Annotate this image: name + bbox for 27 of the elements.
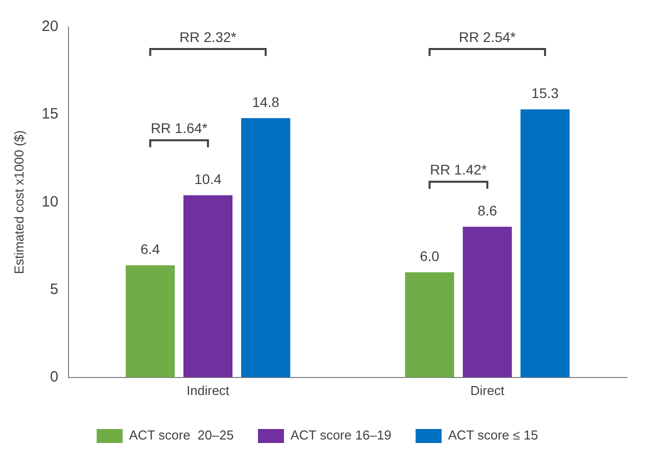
data-label: 8.6 <box>478 202 498 219</box>
data-label: 15.3 <box>531 85 559 102</box>
annotation: RR 2.32* <box>180 28 237 45</box>
annotation: RR 1.64* <box>150 120 208 136</box>
annotation: RR 1.42* <box>430 162 488 178</box>
y-tick-label: 15 <box>42 106 58 123</box>
annotation: RR 2.54* <box>458 28 516 45</box>
y-axis-title: Estimated cost x1000 ($) <box>11 130 26 274</box>
y-tick-label: 10 <box>42 193 58 210</box>
bar <box>462 226 512 378</box>
data-label: 6.4 <box>140 241 160 258</box>
y-tick-label: 20 <box>42 18 58 36</box>
data-label: 10.4 <box>194 171 222 188</box>
legend-label: ACT score 16–19 <box>290 428 392 443</box>
legend-label: ACT score ≤ 15 <box>448 428 538 443</box>
bar <box>405 272 454 378</box>
x-tick-label: Direct <box>470 382 505 398</box>
bar <box>241 118 290 378</box>
y-tick-label: 0 <box>50 368 58 386</box>
bar <box>183 195 232 378</box>
bar <box>520 109 570 378</box>
legend-label: ACT score 20–25 <box>129 428 234 443</box>
data-label: 14.8 <box>252 94 280 110</box>
y-tick-label: 5 <box>50 280 58 298</box>
x-tick-label: Indirect <box>186 382 230 398</box>
bar <box>126 265 175 378</box>
data-label: 6.0 <box>420 248 440 264</box>
